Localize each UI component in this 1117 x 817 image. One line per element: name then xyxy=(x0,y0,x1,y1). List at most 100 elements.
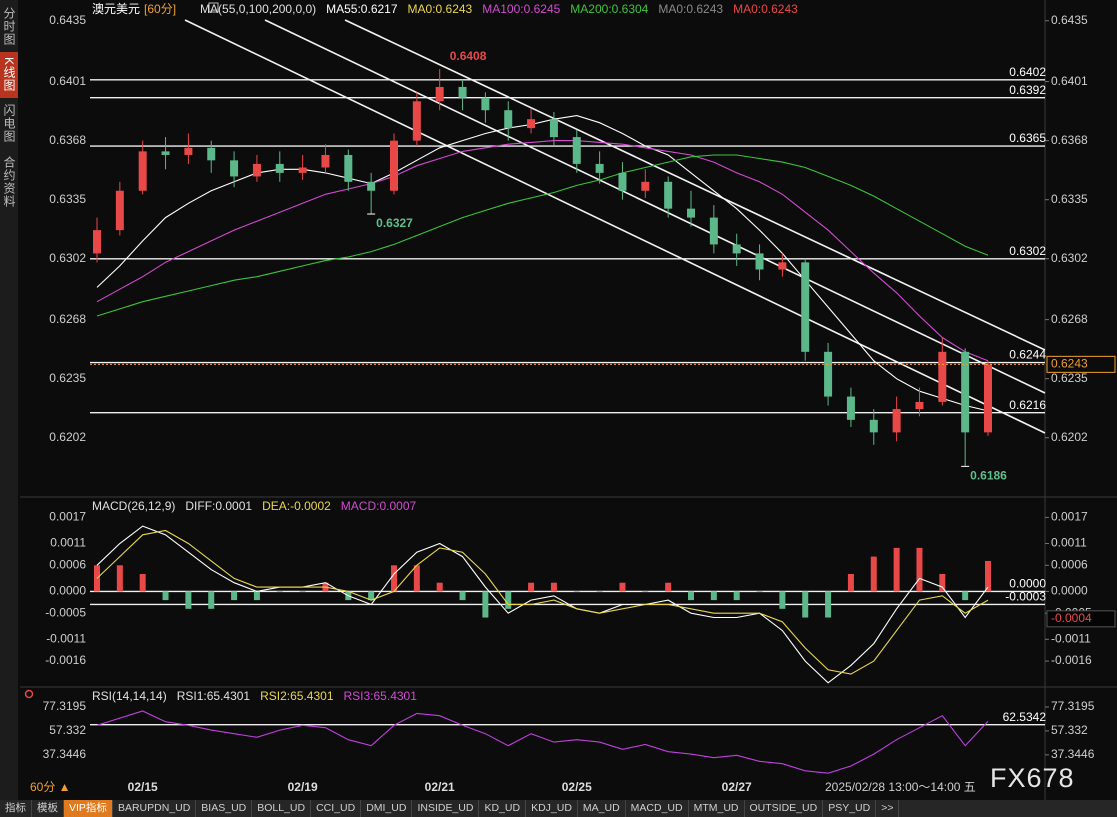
legend-item: MA(55,0,100,200,0,0) xyxy=(200,2,316,16)
macd-bar xyxy=(459,591,466,601)
y-tick-label: -0.0011 xyxy=(46,631,86,645)
macd-bar xyxy=(802,591,809,618)
tab[interactable]: MTM_UD xyxy=(689,800,745,817)
macd-bar xyxy=(870,556,877,592)
tab[interactable]: KDJ_UD xyxy=(526,800,578,817)
y-tick-label: 0.6335 xyxy=(49,192,86,206)
level-label: -0.0003 xyxy=(1005,590,1046,604)
candle-body xyxy=(915,401,924,410)
icon[interactable] xyxy=(24,689,34,699)
macd-bar xyxy=(756,591,763,592)
marker-box xyxy=(1046,610,1116,628)
tab[interactable]: VIP指标 xyxy=(64,800,113,817)
macd-bar xyxy=(116,565,123,592)
last-price-box xyxy=(1046,355,1116,373)
candle-body xyxy=(595,163,604,173)
tab[interactable]: 指标 xyxy=(0,800,32,817)
macd-bar xyxy=(550,582,557,592)
y-tick-label: 0.6401 xyxy=(49,74,86,88)
tab[interactable]: PSY_UD xyxy=(823,800,877,817)
tab[interactable]: BOLL_UD xyxy=(252,800,312,817)
tab[interactable]: DMI_UD xyxy=(361,800,413,817)
legend-item: MA0:0.6243 xyxy=(408,2,473,16)
macd-bar xyxy=(619,582,626,592)
candle-body xyxy=(527,119,536,129)
candle-body xyxy=(687,208,695,218)
candle-body xyxy=(138,151,147,191)
icon[interactable] xyxy=(208,2,219,13)
macd-bar xyxy=(528,582,535,592)
y-tick-label: 0.6268 xyxy=(1051,312,1088,326)
y-tick-label: 0.0011 xyxy=(1051,536,1087,550)
y-tick-label: -0.0016 xyxy=(45,653,86,667)
macd-bar xyxy=(962,591,969,601)
side-tab[interactable]: K线图 xyxy=(0,52,18,98)
candle-body xyxy=(161,151,170,155)
candle-body xyxy=(458,86,467,98)
macd-bar xyxy=(939,574,946,592)
legend-item: RSI3:65.4301 xyxy=(344,689,418,703)
macd-bar xyxy=(253,591,260,601)
tab[interactable]: KD_UD xyxy=(479,800,527,817)
side-tab[interactable]: 合约资料 xyxy=(2,156,16,208)
trend-line xyxy=(184,19,1046,434)
tab[interactable]: >> xyxy=(876,800,900,817)
tab[interactable]: MA_UD xyxy=(578,800,626,817)
macd-bar xyxy=(985,560,991,592)
level-label: 0.6402 xyxy=(1009,65,1046,79)
candle-body xyxy=(207,147,216,161)
y-tick-label: -0.0005 xyxy=(45,605,86,619)
candle-body xyxy=(549,119,558,138)
y-tick-label: 0.0017 xyxy=(49,510,86,524)
period-selector[interactable]: 60分 ▲ xyxy=(30,780,71,794)
macd-bar xyxy=(436,582,443,592)
candle-body xyxy=(641,181,650,191)
tab[interactable]: BARUPDN_UD xyxy=(113,800,197,817)
candle-body xyxy=(390,140,398,191)
y-tick-label: 0.0017 xyxy=(1051,510,1088,524)
macd-bar xyxy=(596,591,603,592)
tab[interactable]: MACD_UD xyxy=(626,800,689,817)
tab[interactable]: INSIDE_UD xyxy=(412,800,480,817)
candle-body xyxy=(961,351,970,433)
timestamp: 2025/02/28 13:00～14:00 五 xyxy=(825,780,976,794)
macd-bar xyxy=(665,582,672,592)
macd-bar xyxy=(710,591,717,601)
candle-body xyxy=(938,351,947,402)
tab[interactable]: 模板 xyxy=(32,800,64,817)
y-tick-label: 37.3446 xyxy=(43,747,87,761)
tab[interactable]: OUTSIDE_UD xyxy=(745,800,824,817)
chart: 60分 ▲ 2025/02/28 13:00～14:00 五 FX678 澳元美… xyxy=(20,0,1117,800)
macd-bar xyxy=(688,591,694,601)
candle-body xyxy=(252,163,261,177)
level-label: 0.0000 xyxy=(1009,577,1046,591)
series-line xyxy=(96,154,989,317)
candle-body xyxy=(504,110,513,129)
side-tab[interactable]: 闪电图 xyxy=(2,103,16,143)
tab[interactable]: BIAS_UD xyxy=(196,800,253,817)
candle-body xyxy=(344,154,353,182)
series-line xyxy=(96,140,989,362)
legend-item: MA55:0.6217 xyxy=(326,2,398,16)
candle-body xyxy=(846,396,855,420)
y-tick-label: 0.6302 xyxy=(1051,251,1088,265)
y-tick-label: 0.0006 xyxy=(49,557,86,571)
candle-body xyxy=(93,230,101,254)
macd-bar xyxy=(162,591,169,601)
tab-bar: 指标 模板 VIP指标 BARUPDN_UD BIAS_UD BOLL_UD CCI_UD D… xyxy=(0,800,1117,817)
macd-bar xyxy=(505,591,512,609)
y-tick-label: 57.332 xyxy=(49,723,86,737)
series-line xyxy=(96,115,989,412)
side-tab[interactable]: 分时图 xyxy=(2,6,16,46)
trough-label: 0.6186 xyxy=(970,469,1007,483)
macd-bar xyxy=(413,565,420,592)
legend-item: 澳元美元 xyxy=(92,2,140,16)
tab[interactable]: CCI_UD xyxy=(311,800,362,817)
legend-item: MACD(26,12,9) xyxy=(92,499,175,513)
legend-item: MA0:0.6243 xyxy=(733,2,798,16)
candle-body xyxy=(572,137,581,164)
candle-body xyxy=(481,97,490,111)
macd-bar xyxy=(185,591,192,609)
candle-body xyxy=(732,244,741,254)
